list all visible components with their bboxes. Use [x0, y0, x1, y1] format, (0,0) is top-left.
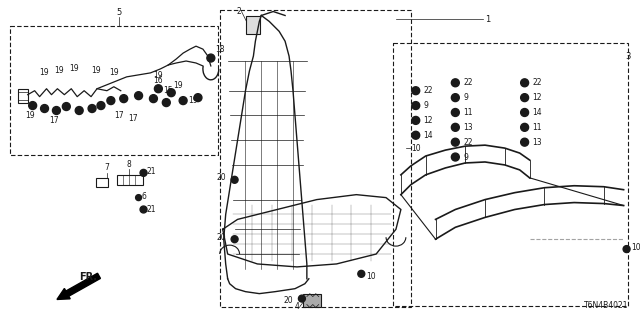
- Text: 2: 2: [237, 7, 241, 16]
- Circle shape: [136, 195, 141, 201]
- Circle shape: [451, 94, 460, 101]
- Bar: [303, 294, 321, 308]
- Bar: [246, 16, 260, 34]
- Circle shape: [150, 95, 157, 103]
- Text: 13: 13: [463, 123, 473, 132]
- Text: 22: 22: [463, 78, 473, 87]
- Text: 19: 19: [25, 111, 35, 120]
- Text: 22: 22: [424, 86, 433, 95]
- Text: 15: 15: [163, 86, 173, 95]
- Text: 10: 10: [632, 243, 640, 252]
- Circle shape: [97, 101, 105, 109]
- Text: 11: 11: [532, 123, 542, 132]
- Text: 22: 22: [463, 138, 473, 147]
- Bar: [10, 26, 218, 155]
- Circle shape: [451, 124, 460, 131]
- Bar: [117, 175, 143, 185]
- Circle shape: [140, 206, 147, 213]
- Circle shape: [207, 54, 215, 62]
- Text: 9: 9: [424, 101, 429, 110]
- Circle shape: [231, 176, 238, 183]
- Text: 11: 11: [463, 108, 473, 117]
- Text: 20: 20: [284, 296, 293, 305]
- Circle shape: [412, 116, 420, 124]
- Text: 9: 9: [463, 93, 468, 102]
- Text: 19: 19: [91, 67, 100, 76]
- Text: 5: 5: [116, 8, 122, 17]
- Text: 12: 12: [532, 93, 542, 102]
- Circle shape: [167, 89, 175, 97]
- Text: 20: 20: [216, 173, 226, 182]
- Text: 19: 19: [54, 67, 64, 76]
- Text: 17: 17: [129, 114, 138, 123]
- Text: 1: 1: [485, 15, 490, 24]
- Circle shape: [231, 236, 238, 243]
- Circle shape: [521, 124, 529, 131]
- Circle shape: [76, 107, 83, 115]
- Text: T6N4B4021: T6N4B4021: [584, 301, 628, 310]
- Bar: [18, 89, 28, 103]
- Text: 20: 20: [216, 233, 226, 242]
- Circle shape: [88, 105, 96, 113]
- Text: 18: 18: [215, 44, 224, 54]
- Text: 9: 9: [463, 153, 468, 162]
- Bar: [96, 178, 108, 187]
- Circle shape: [451, 108, 460, 116]
- Text: 19: 19: [69, 64, 79, 73]
- Text: 17: 17: [114, 111, 124, 120]
- Text: 8: 8: [126, 160, 131, 170]
- Text: 19: 19: [109, 68, 118, 77]
- Circle shape: [52, 107, 60, 115]
- Circle shape: [120, 95, 128, 103]
- Circle shape: [521, 138, 529, 146]
- Circle shape: [623, 246, 630, 252]
- Text: 19: 19: [40, 68, 49, 77]
- Text: 16: 16: [154, 76, 163, 85]
- Text: 19: 19: [173, 81, 183, 90]
- Circle shape: [358, 270, 365, 277]
- Circle shape: [62, 103, 70, 110]
- Text: 12: 12: [424, 116, 433, 125]
- Circle shape: [194, 94, 202, 101]
- Circle shape: [412, 87, 420, 95]
- Circle shape: [412, 131, 420, 139]
- Bar: [393, 43, 628, 306]
- Text: 21: 21: [147, 205, 156, 214]
- Circle shape: [140, 169, 147, 176]
- Text: 7: 7: [104, 164, 109, 172]
- Bar: [220, 10, 411, 307]
- Circle shape: [521, 94, 529, 101]
- Text: 3: 3: [625, 52, 630, 60]
- Circle shape: [298, 295, 305, 302]
- Text: 21: 21: [147, 167, 156, 176]
- Text: 19: 19: [154, 71, 163, 80]
- Circle shape: [107, 97, 115, 105]
- Text: 6: 6: [141, 192, 147, 201]
- Text: 10: 10: [411, 144, 420, 153]
- Circle shape: [29, 101, 36, 109]
- Text: FR.: FR.: [79, 272, 97, 282]
- Text: 14: 14: [532, 108, 542, 117]
- FancyArrow shape: [57, 273, 100, 300]
- Text: 19: 19: [188, 96, 198, 105]
- Circle shape: [451, 153, 460, 161]
- Text: 17: 17: [49, 116, 59, 125]
- Text: 4: 4: [295, 302, 300, 311]
- Circle shape: [163, 99, 170, 107]
- Circle shape: [40, 105, 49, 113]
- Circle shape: [134, 92, 143, 100]
- Text: 22: 22: [532, 78, 542, 87]
- Text: 10: 10: [366, 272, 376, 281]
- Circle shape: [521, 79, 529, 87]
- Circle shape: [179, 97, 187, 105]
- Text: 13: 13: [532, 138, 542, 147]
- Circle shape: [451, 138, 460, 146]
- Text: 14: 14: [424, 131, 433, 140]
- Circle shape: [412, 101, 420, 109]
- Circle shape: [521, 108, 529, 116]
- Circle shape: [451, 79, 460, 87]
- Circle shape: [154, 85, 163, 93]
